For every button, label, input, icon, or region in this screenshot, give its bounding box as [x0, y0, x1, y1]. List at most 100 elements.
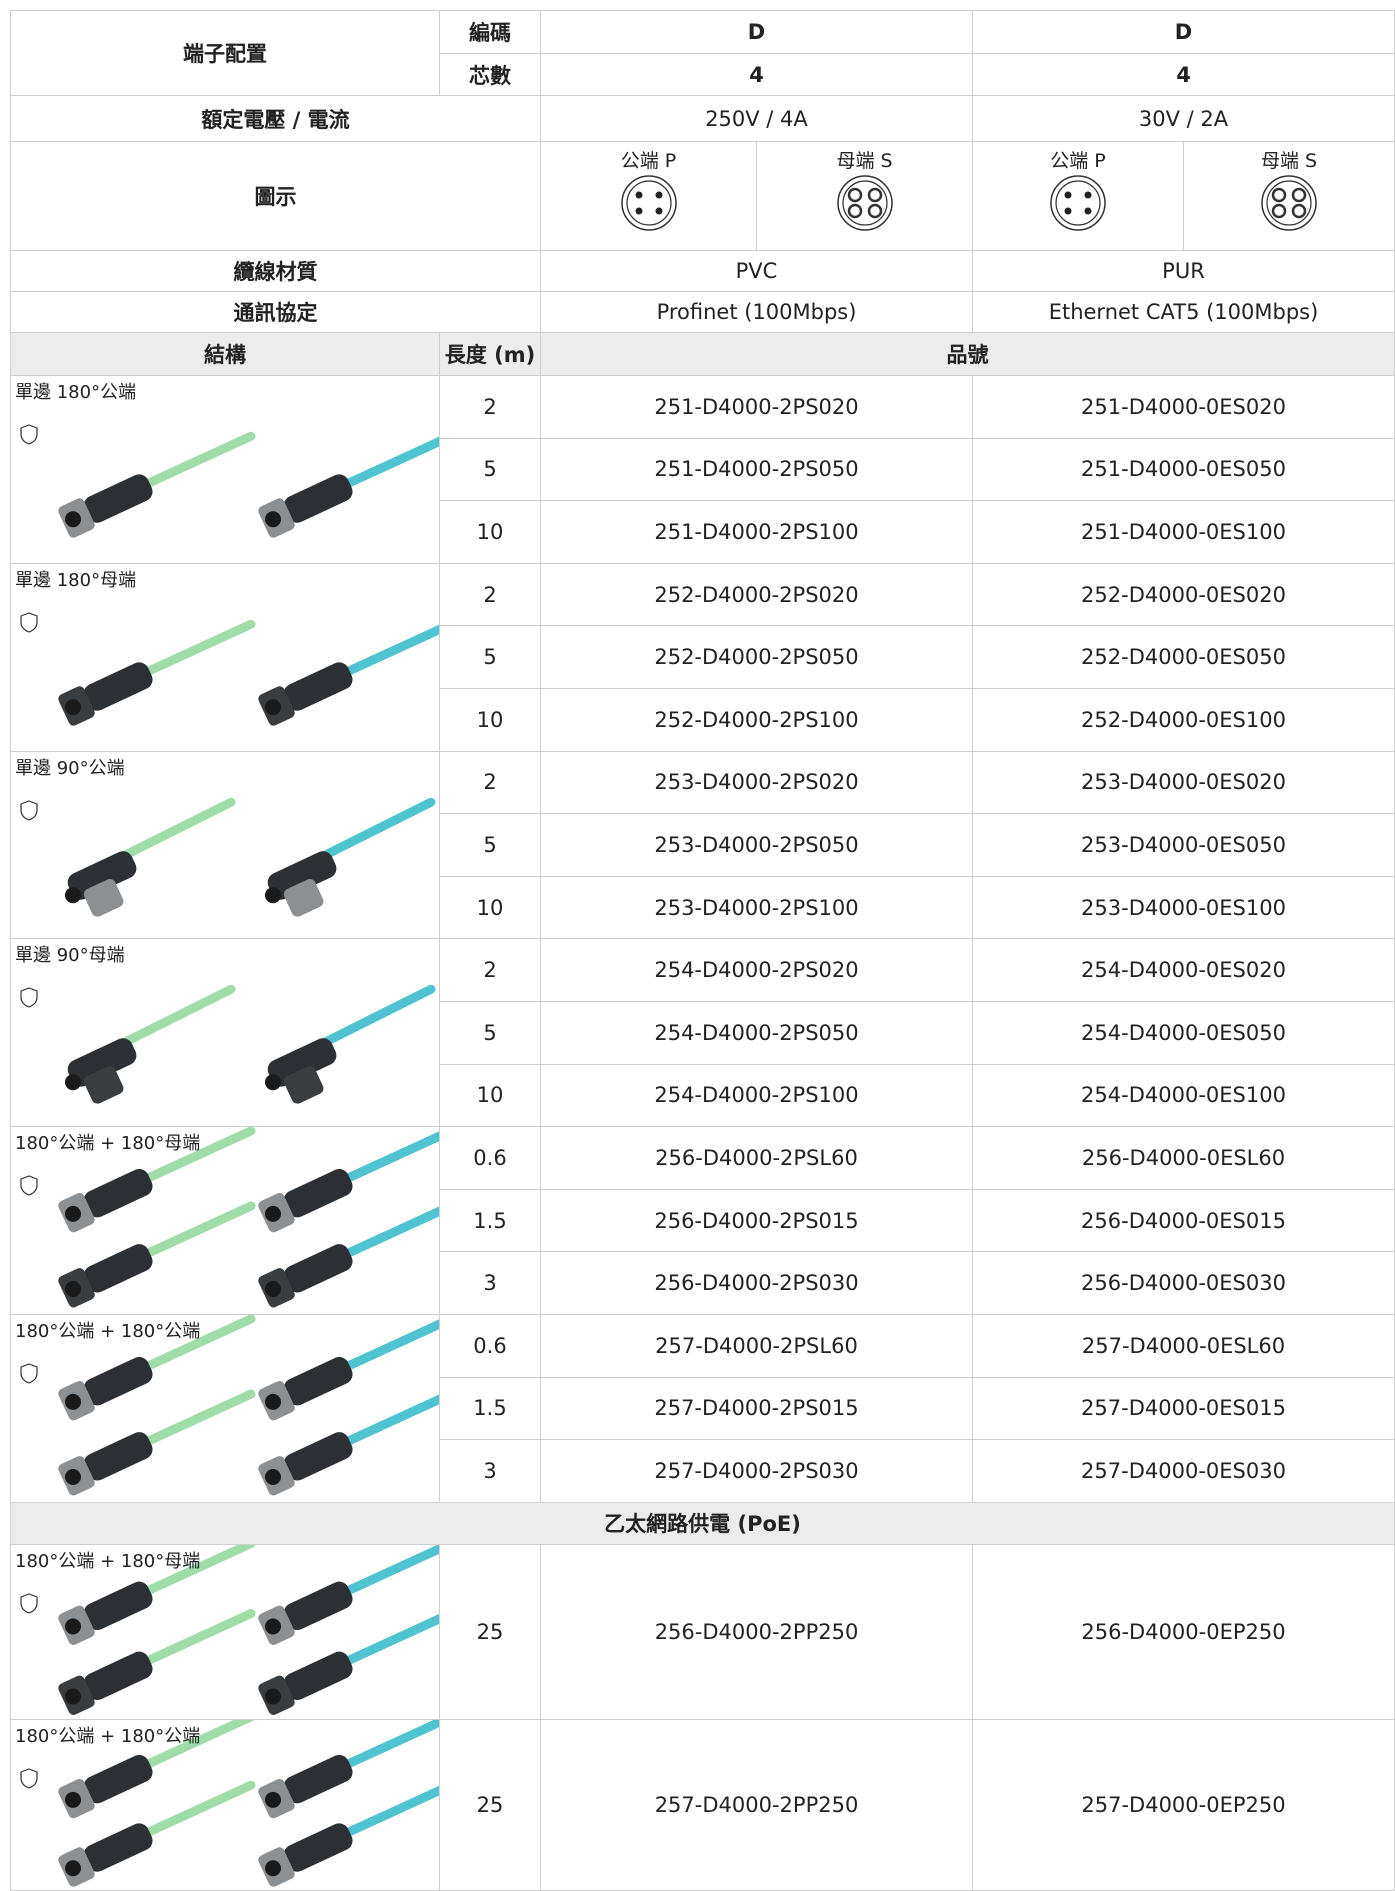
shield-icon — [20, 1363, 38, 1384]
cable — [126, 1608, 256, 1673]
body — [258, 1169, 353, 1233]
cable — [126, 1389, 256, 1454]
pin-diagram — [1261, 175, 1317, 231]
cable — [316, 985, 436, 1050]
cable — [326, 624, 439, 684]
overmold — [267, 1038, 337, 1087]
length: 25 — [439, 1718, 541, 1891]
nut — [83, 1066, 124, 1105]
row: 180°公端 + 180°公端 0.6 257-D4000-2PSL60 257-D4… — [10, 1313, 1395, 1503]
overmold — [67, 1038, 137, 1087]
part-number: 254-D4000-0ES020 — [972, 938, 1395, 1002]
body — [58, 1651, 153, 1715]
overmold — [283, 1169, 353, 1218]
face — [65, 1618, 81, 1635]
overmold — [83, 1754, 153, 1804]
row: 1.5 257-D4000-2PS015 257-D4000-0ES015 — [11, 1376, 1395, 1441]
product-image — [20, 797, 436, 917]
body — [58, 1823, 153, 1887]
length: 2 — [439, 375, 541, 439]
overmold — [283, 1581, 353, 1630]
row: 芯數 4 4 — [11, 53, 1395, 96]
part-number: 257-D4000-0EP250 — [972, 1718, 1395, 1891]
face — [65, 1281, 81, 1298]
inner-ring — [841, 180, 888, 226]
length: 1.5 — [439, 1188, 541, 1253]
body — [58, 1754, 153, 1818]
connector — [58, 1545, 256, 1645]
connector — [258, 624, 439, 726]
body — [67, 1038, 137, 1105]
overmold — [83, 1581, 153, 1630]
part-number: 253-D4000-2PS020 — [540, 750, 973, 815]
body — [258, 1356, 353, 1421]
structure-cell: 單邊 90°公端 — [10, 750, 440, 940]
row: 10 251-D4000-2PS100 251-D4000-0ES100 — [11, 500, 1395, 564]
cell: 通訊協定 — [10, 291, 541, 333]
cell: 芯數 — [439, 53, 541, 96]
row: 結構 長度 (m) 品號 — [10, 332, 1395, 376]
cell: Profinet (100Mbps) — [540, 291, 973, 333]
product-image — [20, 612, 439, 726]
connector — [58, 1780, 256, 1887]
connector — [58, 1315, 256, 1421]
connector — [258, 1206, 439, 1308]
connector — [58, 1720, 254, 1818]
row: 單邊 90°公端 2 253-D4000-2PS020 253-D4000-0ES02… — [10, 750, 1395, 940]
cable — [126, 1315, 256, 1379]
overmold — [83, 662, 153, 711]
cable — [326, 436, 439, 496]
body — [58, 1356, 153, 1421]
cable — [116, 985, 236, 1050]
row: 10 253-D4000-2PS100 253-D4000-0ES100 — [11, 875, 1395, 940]
connector — [58, 431, 256, 538]
cable — [316, 797, 436, 862]
row: 端子配置 編碼 D D — [10, 10, 1395, 96]
cell: 30V / 2A — [972, 95, 1395, 142]
cable — [326, 1131, 439, 1191]
cell: PUR — [972, 250, 1395, 292]
part-number: 257-D4000-0ES015 — [972, 1376, 1395, 1441]
body — [258, 1651, 353, 1715]
part-number: 252-D4000-0ES020 — [972, 562, 1395, 627]
part-number: 256-D4000-0ESL60 — [972, 1126, 1395, 1190]
connector — [258, 1394, 439, 1496]
inner-ring — [1266, 180, 1312, 226]
cell: 4 — [972, 53, 1395, 96]
cable — [126, 1720, 254, 1777]
connector — [65, 985, 236, 1105]
pin-diagram — [620, 175, 677, 231]
body — [58, 1432, 153, 1496]
cable — [126, 1780, 256, 1845]
part-number: 252-D4000-0ES100 — [972, 687, 1395, 752]
overmold — [283, 1432, 353, 1481]
nut — [283, 878, 324, 917]
overmold — [283, 662, 353, 711]
row: 5 253-D4000-2PS050 253-D4000-0ES050 — [11, 813, 1395, 877]
face — [265, 1859, 281, 1876]
outer-ring — [1050, 175, 1106, 231]
part-number: 254-D4000-0ES050 — [972, 1000, 1395, 1065]
overmold — [67, 850, 137, 900]
part-number: 256-D4000-2PP250 — [540, 1543, 973, 1720]
part-number: 256-D4000-0ES030 — [972, 1251, 1395, 1315]
face — [65, 1393, 81, 1410]
cable — [126, 1201, 256, 1266]
structure-label: 單邊 90°公端 — [15, 757, 125, 779]
row: 180°公端 + 180°母端 25 256-D4000-2PP250 256-D40… — [10, 1543, 1395, 1720]
cable — [326, 1545, 439, 1603]
pin — [847, 187, 862, 203]
structure-label: 單邊 180°公端 — [15, 382, 137, 403]
row: 乙太網路供電 (PoE) — [10, 1501, 1395, 1545]
structure-cell: 180°公端 + 180°公端 — [10, 1718, 440, 1891]
face — [265, 1688, 281, 1705]
pin — [655, 207, 662, 215]
face — [265, 1468, 281, 1485]
part-number: 252-D4000-2PS100 — [540, 687, 973, 752]
diagram-label: 公端 P — [620, 150, 677, 172]
overmold — [83, 1432, 153, 1481]
face — [265, 511, 281, 528]
body — [58, 662, 153, 726]
body — [258, 1244, 353, 1308]
row: 通訊協定 Profinet (100Mbps) Ethernet CAT5 (1… — [10, 291, 1395, 333]
